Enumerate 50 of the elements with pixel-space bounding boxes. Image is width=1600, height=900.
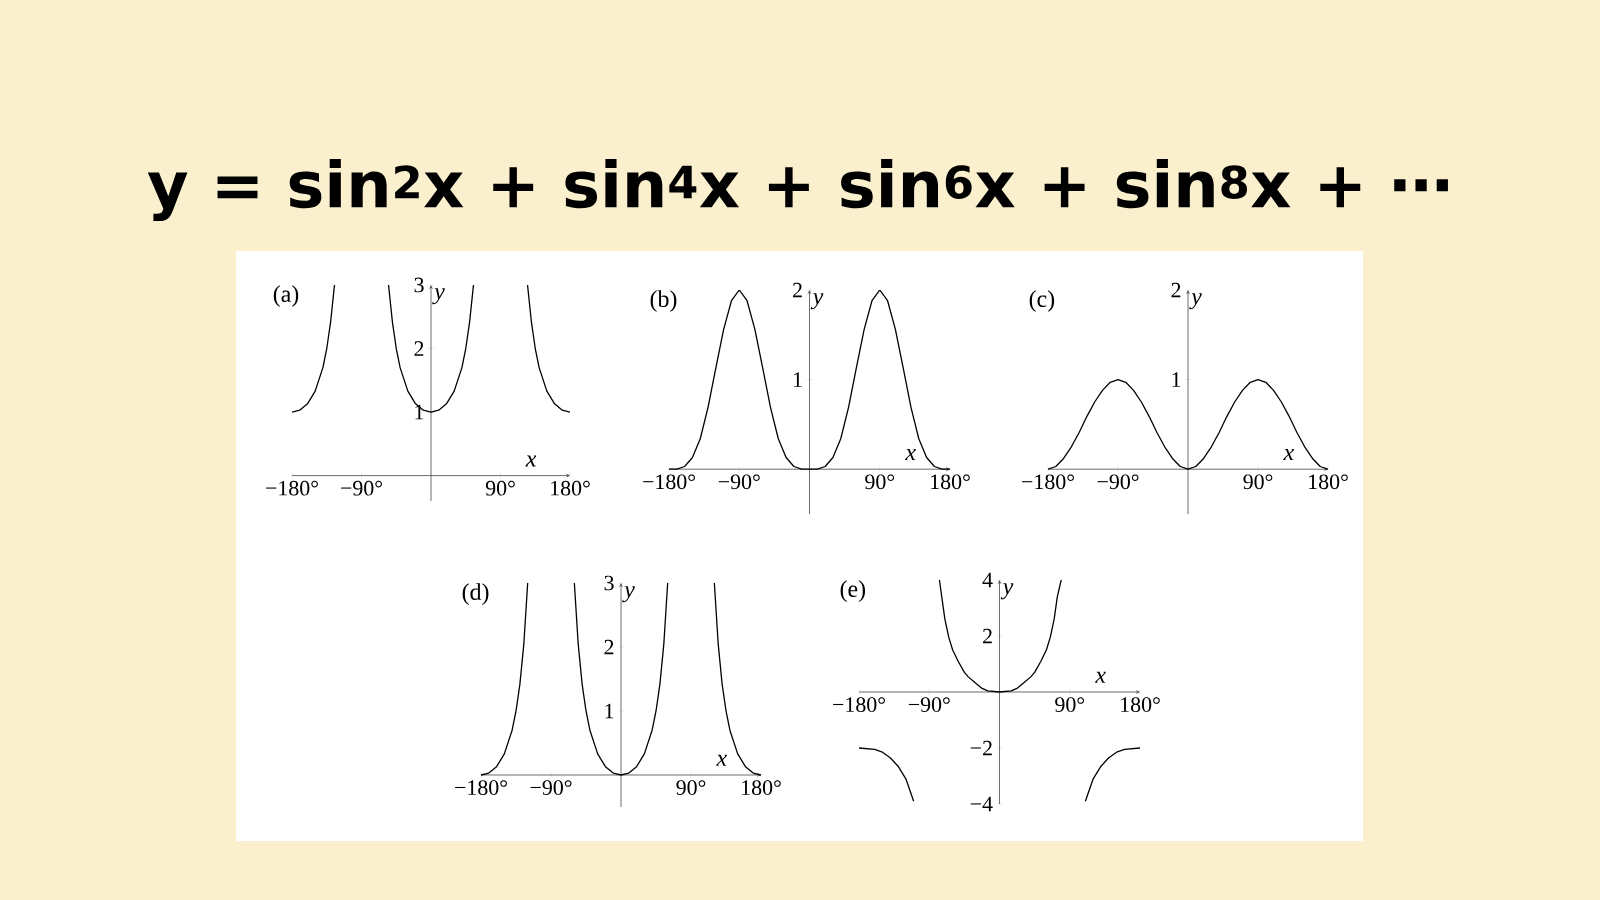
x-axis-title: x	[1283, 449, 1294, 460]
x-tick-label: −90°	[341, 480, 382, 496]
x-tick-label: 180°	[551, 480, 590, 496]
chart-title: (c)	[1029, 290, 1055, 312]
x-tick-label: −90°	[718, 474, 760, 490]
x-tick-label: −90°	[530, 780, 572, 795]
y-tick-label: 2	[983, 628, 992, 644]
y-tick-label: 2	[604, 639, 614, 655]
x-tick-label: 90°	[485, 480, 515, 496]
chart-title: (a)	[273, 285, 299, 307]
y-tick-label: 3	[604, 575, 614, 591]
y-tick-label: 1	[793, 372, 802, 387]
chart-title: (b)	[650, 290, 677, 312]
y-tick-label: 1	[605, 703, 614, 719]
y-tick-label: 4	[982, 572, 993, 588]
y-tick-label: 2	[414, 341, 424, 356]
x-axis-title: x	[716, 754, 727, 766]
chart-title: (e)	[840, 580, 866, 602]
y-axis-title: y	[1000, 583, 1014, 600]
x-tick-label: −180°	[455, 780, 507, 795]
x-tick-label: 180°	[1121, 697, 1160, 712]
y-tick-label: −4	[970, 796, 993, 812]
y-tick-label: 1	[415, 404, 424, 420]
x-tick-label: 180°	[742, 780, 781, 795]
x-tick-label: 90°	[865, 474, 895, 490]
x-tick-label: 180°	[931, 474, 970, 490]
x-tick-label: 180°	[1309, 474, 1348, 490]
chart-title: (d)	[462, 583, 489, 605]
text: y = sin$^{2}$x + sin$^{4}$x + sin$^{6}$x + sin$^{8}$x + ⋯	[147, 158, 1448, 222]
y-axis-title: y	[1189, 293, 1202, 310]
x-tick-label: 90°	[676, 780, 706, 795]
x-tick-label: 90°	[1055, 697, 1085, 712]
y-tick-label: −2	[970, 740, 992, 756]
x-tick-label: −180°	[833, 697, 885, 712]
x-axis-title: x	[905, 449, 916, 460]
x-tick-label: −90°	[908, 697, 950, 712]
x-tick-label: −90°	[1097, 474, 1139, 490]
y-axis-title: y	[432, 288, 445, 305]
y-tick-label: 2	[793, 282, 802, 298]
y-tick-label: 2	[1171, 282, 1181, 298]
x-tick-label: −180°	[643, 474, 695, 490]
y-axis-title: y	[622, 586, 635, 603]
y-axis-title: y	[810, 293, 824, 310]
y-tick-label: 3	[414, 277, 424, 293]
x-axis-title: x	[525, 455, 537, 467]
x-tick-label: −180°	[266, 480, 318, 496]
x-tick-label: −180°	[1022, 474, 1074, 490]
x-axis-title: x	[1095, 671, 1106, 683]
y-tick-label: 1	[1172, 372, 1181, 387]
x-tick-label: 90°	[1243, 474, 1273, 490]
